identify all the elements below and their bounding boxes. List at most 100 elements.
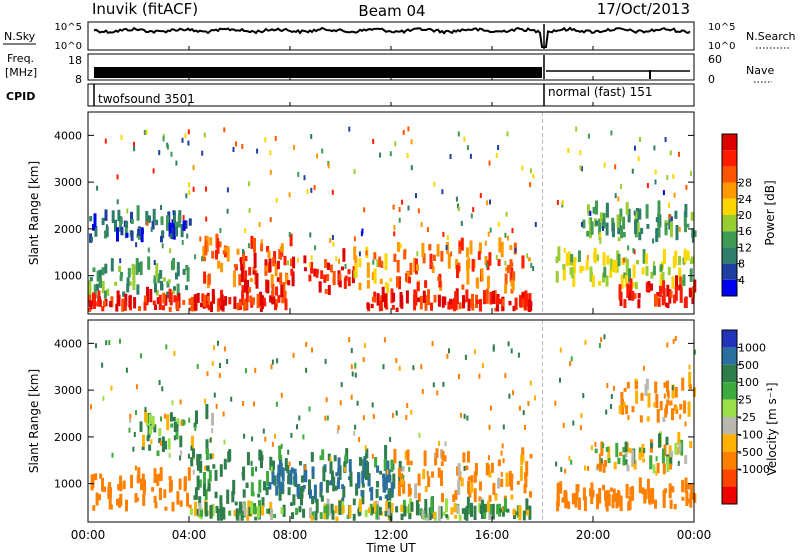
velocity-data-cell: [282, 504, 286, 517]
power-data-cell: [275, 197, 278, 203]
power-data-cell: [587, 211, 591, 216]
power-data-cell: [204, 240, 208, 256]
power-data-cell: [504, 273, 508, 286]
velocity-data-cell: [454, 514, 458, 519]
power-data-cell: [166, 281, 170, 288]
velocity-data-cell: [385, 500, 389, 517]
power-data-cell: [329, 264, 333, 273]
power-data-cell: [674, 286, 678, 301]
velocity-data-cell: [619, 452, 623, 456]
power-data-cell: [654, 179, 657, 185]
velocity-data-cell: [568, 455, 571, 461]
velocity-data-cell: [371, 402, 374, 408]
power-data-cell: [205, 186, 207, 192]
velocity-data-cell: [424, 508, 427, 514]
power-data-cell: [168, 306, 172, 312]
power-data-cell: [657, 225, 661, 238]
power-data-cell: [103, 230, 107, 239]
power-data-cell: [173, 210, 176, 224]
velocity-data-cell: [625, 484, 629, 499]
power-data-cell: [443, 296, 447, 306]
velocity-data-cell: [594, 448, 598, 454]
velocity-data-cell: [223, 458, 227, 470]
velocity-data-cell: [331, 470, 334, 483]
velocity-data-cell: [478, 496, 482, 502]
power-data-cell: [631, 291, 635, 301]
power-data-cell: [663, 257, 665, 263]
velocity-data-cell: [134, 493, 138, 503]
power-data-cell: [338, 273, 342, 288]
power-data-cell: [492, 291, 495, 304]
velocity-data-cell: [363, 343, 366, 349]
power-data-cell: [220, 262, 224, 273]
power-data-cell: [152, 168, 155, 174]
power-data-cell: [488, 252, 492, 266]
velocity-data-cell: [300, 486, 304, 499]
velocity-data-cell: [591, 489, 595, 494]
power-data-cell: [211, 250, 215, 259]
velocity-data-cell: [387, 508, 391, 516]
power-data-cell: [669, 150, 672, 156]
velocity-data-cell: [205, 448, 209, 460]
power-data-cell: [120, 135, 123, 140]
power-data-cell: [405, 273, 409, 282]
power-data-cell: [496, 307, 500, 312]
power-data-cell: [248, 287, 252, 293]
velocity-data-cell: [440, 470, 443, 486]
power-data-cell: [489, 227, 492, 233]
power-data-cell: [589, 223, 592, 239]
power-data-cell: [529, 182, 532, 188]
velocity-data-cell: [91, 474, 95, 488]
velocity-data-cell: [125, 499, 128, 512]
power-data-cell: [106, 224, 108, 230]
velocity-data-cell: [130, 474, 133, 489]
velocity-data-cell: [524, 477, 528, 488]
power-data-cell: [486, 200, 489, 206]
power-data-cell: [92, 267, 96, 273]
velocity-data-cell: [341, 505, 345, 514]
time-tick-label: 08:00: [273, 528, 308, 542]
power-data-cell: [433, 294, 437, 303]
power-data-cell: [456, 264, 459, 278]
velocity-data-cell: [478, 373, 481, 379]
velocity-data-cell: [354, 362, 357, 368]
velocity-data-cell: [685, 491, 689, 506]
velocity-data-cell: [671, 486, 675, 493]
velocity-data-cell: [237, 510, 241, 521]
velocity-data-cell: [461, 508, 465, 514]
power-data-cell: [244, 228, 247, 234]
power-data-cell: [256, 148, 259, 154]
power-data-cell: [160, 205, 162, 210]
velocity-data-cell: [662, 416, 666, 422]
power-data-cell: [263, 301, 267, 307]
velocity-data-cell: [437, 467, 441, 478]
power-data-cell: [486, 260, 490, 271]
velocity-data-cell: [378, 507, 382, 515]
velocity-data-cell: [154, 501, 158, 509]
velocity-data-cell: [605, 499, 609, 506]
power-data-cell: [661, 295, 665, 306]
power-data-cell: [260, 295, 264, 310]
power-data-cell: [120, 226, 124, 236]
velocity-data-cell: [693, 387, 697, 397]
power-data-cell: [327, 262, 330, 270]
power-data-cell: [318, 281, 322, 293]
velocity-data-cell: [214, 469, 218, 481]
power-data-cell: [126, 208, 129, 214]
power-data-cell: [244, 255, 248, 262]
power-data-cell: [458, 240, 462, 254]
power-data-cell: [288, 232, 291, 237]
power-data-cell: [370, 303, 374, 309]
power-data-cell: [599, 239, 602, 245]
power-data-cell: [188, 218, 192, 226]
velocity-data-cell: [384, 445, 388, 461]
power-data-cell: [256, 293, 260, 309]
velocity-data-cell: [607, 458, 611, 464]
velocity-data-cell: [360, 490, 364, 497]
power-data-cell: [280, 284, 284, 298]
nave-tick-low: 0: [708, 73, 715, 86]
power-colorbar-tick-label: 28: [738, 177, 752, 190]
velocity-data-cell: [487, 455, 490, 461]
power-data-cell: [428, 244, 432, 251]
power-data-cell: [187, 129, 190, 135]
